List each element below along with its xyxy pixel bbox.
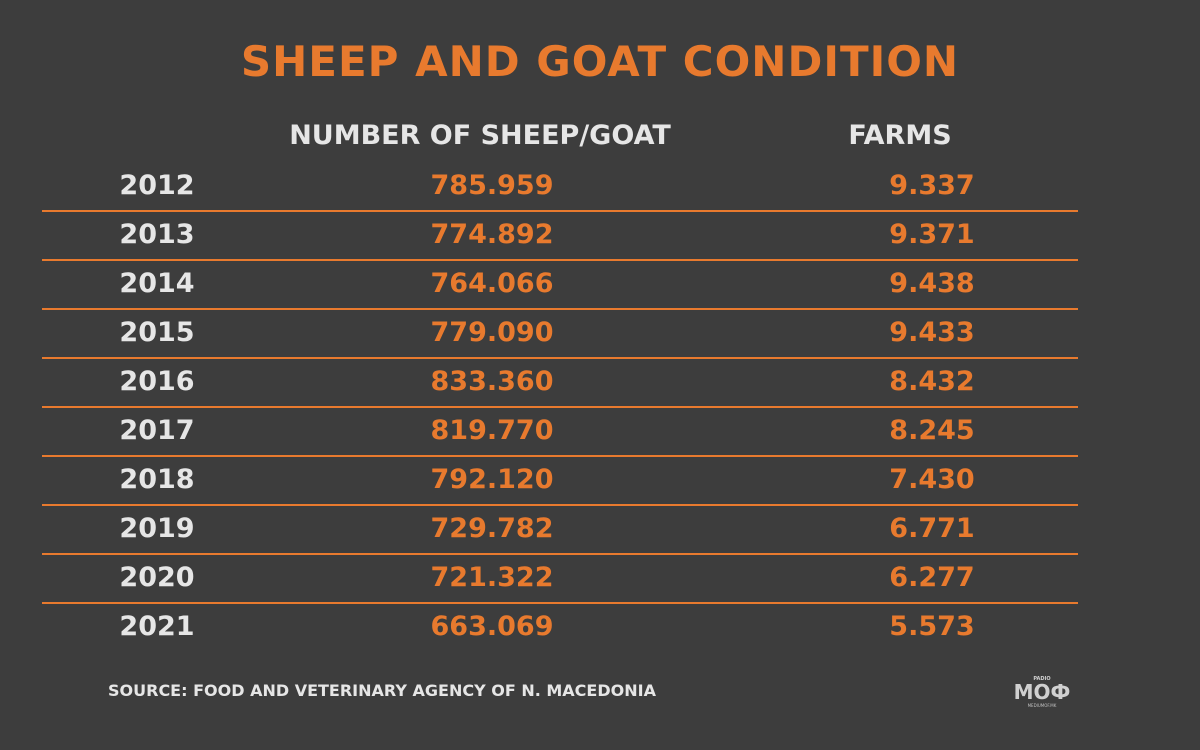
sheep-goat-count-cell: 792.120: [430, 464, 554, 495]
farms-count-cell: 9.371: [889, 219, 975, 250]
row-divider: [42, 406, 1078, 408]
year-cell: 2017: [119, 415, 195, 446]
year-cell: 2014: [119, 268, 195, 299]
year-cell: 2016: [119, 366, 195, 397]
column-header-farms: FARMS: [848, 120, 952, 151]
table-row: 2012 785.959 9.337: [42, 162, 1078, 210]
row-divider: [42, 210, 1078, 212]
year-cell: 2019: [119, 513, 195, 544]
table-row: 2017 819.770 8.245: [42, 407, 1078, 455]
column-header-sheep-goat: NUMBER OF SHEEP/GOAT: [289, 120, 671, 151]
sheep-goat-count-cell: 764.066: [430, 268, 554, 299]
table-row: 2016 833.360 8.432: [42, 358, 1078, 406]
farms-count-cell: 6.771: [889, 513, 975, 544]
source-note: SOURCE: FOOD AND VETERINARY AGENCY OF N.…: [108, 681, 656, 700]
sheep-goat-count-cell: 819.770: [430, 415, 554, 446]
logo-main-text: МОФ: [1014, 680, 1071, 704]
row-divider: [42, 602, 1078, 604]
row-divider: [42, 308, 1078, 310]
sheep-goat-count-cell: 779.090: [430, 317, 554, 348]
logo-top-text: PADIO: [1033, 676, 1050, 682]
mof-logo: PADIO МОФ MEDIUMOF.MK: [1014, 676, 1071, 708]
table-row: 2018 792.120 7.430: [42, 456, 1078, 504]
farms-count-cell: 9.433: [889, 317, 975, 348]
sheep-goat-count-cell: 729.782: [430, 513, 554, 544]
chart-title: SHEEP AND GOAT CONDITION: [240, 37, 960, 86]
farms-count-cell: 6.277: [889, 562, 975, 593]
year-cell: 2021: [119, 611, 195, 642]
farms-count-cell: 7.430: [889, 464, 975, 495]
farms-count-cell: 5.573: [889, 611, 975, 642]
farms-count-cell: 9.337: [889, 170, 975, 201]
row-divider: [42, 553, 1078, 555]
table-row: 2014 764.066 9.438: [42, 260, 1078, 308]
row-divider: [42, 504, 1078, 506]
year-cell: 2013: [119, 219, 195, 250]
sheep-goat-count-cell: 774.892: [430, 219, 554, 250]
farms-count-cell: 8.432: [889, 366, 975, 397]
row-divider: [42, 455, 1078, 457]
year-cell: 2015: [119, 317, 195, 348]
year-cell: 2018: [119, 464, 195, 495]
farms-count-cell: 8.245: [889, 415, 975, 446]
table-row: 2020 721.322 6.277: [42, 554, 1078, 602]
year-cell: 2020: [119, 562, 195, 593]
table-row: 2019 729.782 6.771: [42, 505, 1078, 553]
row-divider: [42, 357, 1078, 359]
sheep-goat-count-cell: 663.069: [430, 611, 554, 642]
table-row: 2013 774.892 9.371: [42, 211, 1078, 259]
table-row: 2015 779.090 9.433: [42, 309, 1078, 357]
table-row: 2021 663.069 5.573: [42, 603, 1078, 651]
sheep-goat-count-cell: 785.959: [430, 170, 554, 201]
year-cell: 2012: [119, 170, 195, 201]
sheep-goat-count-cell: 721.322: [430, 562, 554, 593]
sheep-goat-count-cell: 833.360: [430, 366, 554, 397]
row-divider: [42, 259, 1078, 261]
logo-bottom-text: MEDIUMOF.MK: [1028, 703, 1057, 708]
farms-count-cell: 9.438: [889, 268, 975, 299]
